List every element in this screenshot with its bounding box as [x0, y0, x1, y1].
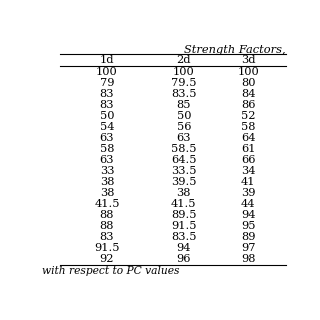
- Text: 83.5: 83.5: [171, 232, 196, 242]
- Text: 39.5: 39.5: [171, 177, 196, 187]
- Text: 85: 85: [177, 100, 191, 110]
- Text: 63: 63: [100, 133, 114, 143]
- Text: 61: 61: [241, 144, 256, 154]
- Text: 52: 52: [241, 111, 256, 121]
- Text: 39: 39: [241, 188, 256, 198]
- Text: 83: 83: [100, 100, 114, 110]
- Text: 38: 38: [177, 188, 191, 198]
- Text: 84: 84: [241, 89, 256, 99]
- Text: 91.5: 91.5: [171, 221, 196, 231]
- Text: 98: 98: [241, 254, 256, 264]
- Text: 89.5: 89.5: [171, 210, 196, 220]
- Text: 3d: 3d: [241, 55, 256, 65]
- Text: 34: 34: [241, 166, 256, 176]
- Text: 89: 89: [241, 232, 256, 242]
- Text: 63: 63: [100, 155, 114, 165]
- Text: with respect to PC values: with respect to PC values: [43, 266, 180, 276]
- Text: 2d: 2d: [177, 55, 191, 65]
- Text: 96: 96: [177, 254, 191, 264]
- Text: 58.5: 58.5: [171, 144, 196, 154]
- Text: 94: 94: [241, 210, 256, 220]
- Text: 63: 63: [177, 133, 191, 143]
- Text: 38: 38: [100, 177, 114, 187]
- Text: 64: 64: [241, 133, 256, 143]
- Text: 33: 33: [100, 166, 114, 176]
- Text: 38: 38: [100, 188, 114, 198]
- Text: 41.5: 41.5: [94, 199, 120, 209]
- Text: 56: 56: [177, 122, 191, 132]
- Text: 66: 66: [241, 155, 256, 165]
- Text: 44: 44: [241, 199, 256, 209]
- Text: 100: 100: [96, 67, 118, 77]
- Text: 79: 79: [100, 78, 114, 88]
- Text: 58: 58: [241, 122, 256, 132]
- Text: 86: 86: [241, 100, 256, 110]
- Text: 91.5: 91.5: [94, 243, 120, 253]
- Text: 97: 97: [241, 243, 256, 253]
- Text: 50: 50: [177, 111, 191, 121]
- Text: 83: 83: [100, 89, 114, 99]
- Text: 54: 54: [100, 122, 114, 132]
- Text: Strength Factors,: Strength Factors,: [184, 44, 285, 55]
- Text: 88: 88: [100, 221, 114, 231]
- Text: 95: 95: [241, 221, 256, 231]
- Text: 64.5: 64.5: [171, 155, 196, 165]
- Text: 100: 100: [173, 67, 195, 77]
- Text: 80: 80: [241, 78, 256, 88]
- Text: 83.5: 83.5: [171, 89, 196, 99]
- Text: 100: 100: [237, 67, 259, 77]
- Text: 79.5: 79.5: [171, 78, 196, 88]
- Text: 88: 88: [100, 210, 114, 220]
- Text: 92: 92: [100, 254, 114, 264]
- Text: 58: 58: [100, 144, 114, 154]
- Text: 1d: 1d: [100, 55, 114, 65]
- Text: 41.5: 41.5: [171, 199, 196, 209]
- Text: 33.5: 33.5: [171, 166, 196, 176]
- Text: 83: 83: [100, 232, 114, 242]
- Text: 41: 41: [241, 177, 256, 187]
- Text: 94: 94: [177, 243, 191, 253]
- Text: 50: 50: [100, 111, 114, 121]
